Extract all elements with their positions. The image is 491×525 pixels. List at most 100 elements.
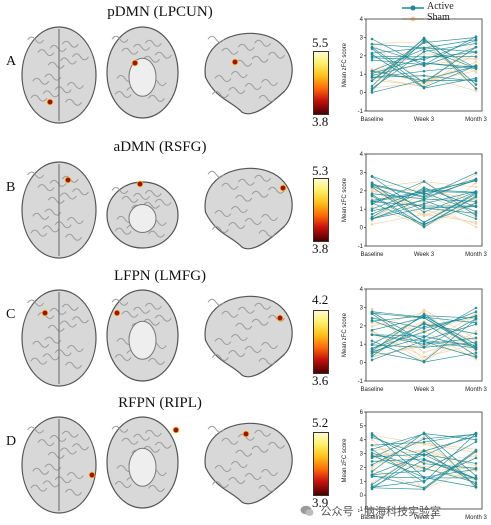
y-axis-label: Mean zFC score [342, 312, 348, 357]
subject-point [422, 314, 426, 318]
subject-point [474, 474, 478, 478]
activation-cluster [279, 184, 287, 192]
subject-point [474, 211, 478, 215]
subject-point [422, 449, 426, 452]
y-tick-label: 4 [360, 17, 364, 23]
subject-point [474, 345, 478, 349]
subject-point [370, 212, 374, 216]
x-tick-label: Baseline [360, 387, 384, 393]
subject-point [370, 312, 374, 316]
x-tick-label: Baseline [360, 252, 384, 258]
subject-point [474, 210, 478, 213]
subject-point [422, 64, 426, 68]
subject-point [422, 342, 426, 346]
subject-point [422, 340, 426, 343]
subject-point [370, 358, 374, 362]
subject-point [370, 339, 374, 343]
y-tick-label: 4 [360, 438, 364, 444]
subject-point [422, 360, 426, 363]
subject-point [474, 69, 478, 72]
subject-point [370, 47, 374, 51]
subject-point [370, 42, 374, 46]
x-tick-label: Week 3 [414, 117, 435, 123]
panel-c-axial-brain-slice [21, 289, 97, 387]
subject-point [422, 355, 426, 359]
subject-point [422, 312, 426, 316]
subject-point [422, 479, 426, 483]
subject-point [370, 468, 374, 471]
subject-point [370, 182, 374, 186]
subject-point [474, 336, 478, 340]
y-tick-label: 2 [360, 54, 364, 60]
subject-point [474, 312, 478, 315]
activation-cluster [276, 314, 284, 322]
y-axis-label: Mean zFC score [342, 177, 348, 222]
subject-point [422, 55, 426, 59]
subject-point [370, 184, 374, 188]
subject-point [474, 456, 478, 460]
y-tick-label: 0 [360, 361, 364, 367]
panel-c-title: LFPN (LMFG) [113, 268, 207, 284]
subject-point [370, 74, 374, 77]
y-tick-label: 4 [360, 287, 364, 293]
subject-point [422, 204, 426, 208]
subject-point [422, 214, 426, 218]
subject-point [370, 217, 374, 220]
subject-point [370, 58, 374, 62]
subject-point [422, 180, 426, 183]
subject-point [474, 64, 478, 68]
panel-a-sagittal-brain-slice [204, 32, 293, 115]
subject-point [370, 79, 374, 83]
subject-point [370, 84, 374, 88]
subject-point [370, 319, 374, 322]
subject-point [474, 357, 478, 361]
subject-point [370, 196, 374, 200]
panel-b-axial-brain-slice [21, 161, 97, 259]
subject-point [370, 200, 374, 203]
panel-a-axial-brain-slice [21, 26, 97, 124]
subject-point [422, 81, 426, 84]
y-tick-label: 1 [360, 342, 364, 348]
legend-active-swatch [402, 5, 424, 11]
subject-point [370, 465, 374, 469]
subject-point [370, 194, 374, 198]
subject-point [370, 187, 374, 191]
subject-point [474, 36, 478, 39]
y-tick-label: 1 [360, 72, 364, 78]
subject-point [370, 448, 374, 451]
y-tick-label: 0 [360, 91, 364, 97]
subject-point [370, 349, 374, 353]
panel-d-colorbar-min: 3.9 [312, 495, 329, 510]
panel-a-colorbar-min: 3.8 [312, 114, 329, 129]
y-tick-label: 4 [360, 152, 364, 158]
subject-point [474, 481, 478, 484]
y-tick-label: 1 [360, 207, 364, 213]
subject-point [370, 175, 374, 178]
panel-b-title: aDMN (RSFG) [113, 139, 207, 155]
y-tick-label: 1 [360, 479, 364, 485]
subject-point [422, 202, 426, 205]
subject-point [422, 78, 426, 82]
subject-point [422, 195, 426, 198]
subject-point [474, 89, 478, 93]
y-tick-label: 3 [360, 35, 364, 41]
watermark-text: 公众号 · 脑海科技实验室 [320, 505, 442, 518]
subject-point [422, 334, 426, 338]
y-tick-label: 0 [360, 226, 364, 232]
subject-point [422, 345, 426, 349]
subject-point [370, 72, 374, 75]
subject-point [422, 462, 426, 465]
x-tick-label: Week 3 [414, 387, 435, 393]
subject-point [474, 485, 478, 489]
y-tick-label: -1 [358, 244, 364, 250]
subject-point [474, 171, 478, 175]
activation-cluster [131, 59, 139, 67]
panel-a-colorbar-max: 5.5 [312, 35, 329, 50]
subject-point [474, 438, 478, 441]
panel-d-letter: D [6, 434, 17, 449]
subject-point [370, 460, 374, 463]
subject-point [422, 223, 426, 227]
panel-d-title: RFPN (RIPL) [118, 395, 202, 411]
panel-c-line-chart: -1 0 1 2 3 4 Mean zFC score Baseline Week 3 Month… [342, 287, 487, 393]
subject-point [474, 205, 478, 208]
